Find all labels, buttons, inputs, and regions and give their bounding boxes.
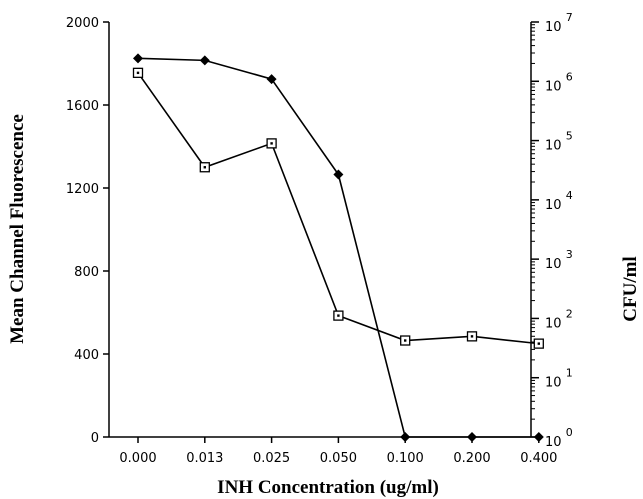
left-y-tick-label: 1200 bbox=[66, 182, 99, 197]
right-y-tick-label: 10 7 bbox=[545, 11, 573, 35]
left-y-tick-label: 0 bbox=[91, 431, 99, 446]
y-axis-title-left: Mean Channel Fluorescence bbox=[7, 114, 28, 344]
right-y-tick-label: 10 6 bbox=[545, 70, 573, 94]
right-y-tick-label: 10 1 bbox=[545, 367, 573, 391]
x-tick-label: 0.000 bbox=[119, 451, 156, 466]
series-2-point-center bbox=[537, 342, 540, 345]
right-y-tick-label: 10 3 bbox=[545, 248, 573, 272]
x-tick-label: 0.100 bbox=[387, 451, 424, 466]
left-y-tick-label: 400 bbox=[74, 348, 99, 363]
x-tick-label: 0.200 bbox=[453, 451, 490, 466]
right-y-tick-label: 10 5 bbox=[545, 130, 573, 154]
series-group bbox=[132, 53, 544, 442]
series-2-point-center bbox=[337, 314, 340, 317]
right-y-tick-label: 10 0 bbox=[545, 426, 573, 450]
left-y-tick-label: 2000 bbox=[66, 16, 99, 31]
series-1-point bbox=[133, 53, 143, 64]
series-1-point bbox=[467, 432, 477, 442]
series-1-line bbox=[137, 57, 539, 438]
x-tick-label: 0.050 bbox=[320, 451, 357, 466]
left-y-tick-label: 800 bbox=[74, 265, 99, 280]
series-1-point bbox=[333, 169, 344, 180]
series-2-point-center bbox=[203, 166, 206, 169]
left-y-tick-label: 1600 bbox=[66, 99, 99, 114]
series-2-point-center bbox=[270, 142, 273, 145]
series-1-point bbox=[266, 74, 277, 85]
series-2-line bbox=[137, 72, 539, 345]
left-y-ticks: 0 400 800 1200 1600 2000 bbox=[66, 16, 109, 446]
series-2-point-center bbox=[404, 339, 407, 342]
series-2-point-center bbox=[136, 71, 140, 75]
x-ticks: 0.000 0.013 0.025 0.050 0.100 0.200 0.400 bbox=[119, 437, 557, 466]
series-1-point bbox=[400, 432, 411, 442]
axes bbox=[108, 22, 532, 438]
x-axis-title: INH Concentration (ug/ml) bbox=[217, 477, 439, 498]
x-tick-label: 0.400 bbox=[520, 451, 557, 466]
series-1-point bbox=[199, 55, 210, 66]
series-2-point-center bbox=[470, 335, 474, 338]
x-tick-label: 0.013 bbox=[186, 451, 223, 466]
right-y-tick-label: 10 2 bbox=[545, 307, 573, 331]
series-1-point bbox=[533, 432, 544, 442]
right-y-ticks: 10 0 10 1 10 2 10 3 10 4 10 5 10 6 10 7 bbox=[531, 11, 573, 450]
x-tick-label: 0.025 bbox=[253, 451, 290, 466]
right-y-tick-label: 10 4 bbox=[545, 189, 573, 213]
y-axis-title-right: CFU/ml bbox=[620, 256, 641, 321]
